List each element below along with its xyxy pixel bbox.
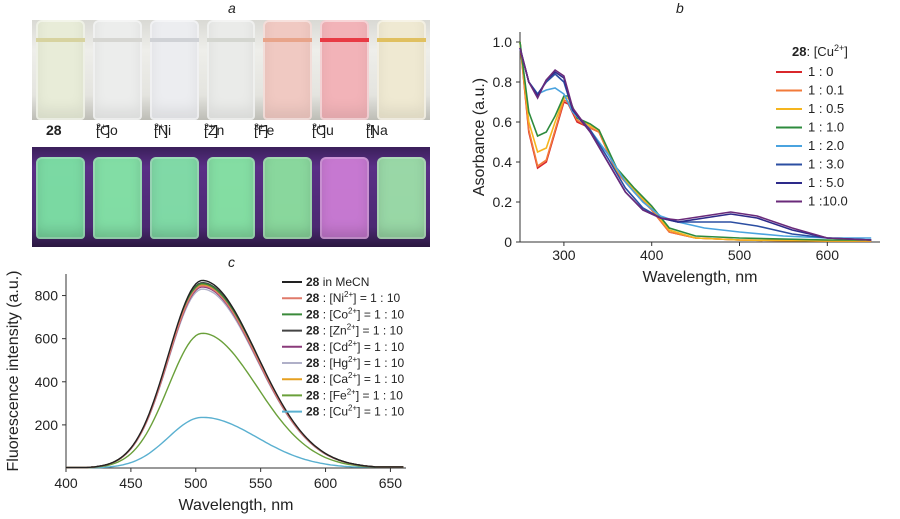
legend-label: 28 in MeCN bbox=[306, 275, 369, 289]
legend-label: 1 : 2.0 bbox=[808, 138, 844, 153]
vial-uv bbox=[263, 157, 313, 239]
vial-labels-row: 28 [Co 2+] [Ni 2+] [Zn 2+] [Fe 3+] [Cu 2+] [Na 2] bbox=[32, 122, 430, 142]
legend-label: 28 : [Ni2+] = 1 : 10 bbox=[306, 290, 401, 305]
x-axis-label: Wavelength, nm bbox=[642, 269, 757, 286]
x-tick-label: 650 bbox=[379, 475, 403, 491]
legend-label: 28 : [Ca2+] = 1 : 10 bbox=[306, 371, 405, 386]
vial-uv bbox=[206, 157, 256, 239]
x-tick-label: 400 bbox=[640, 247, 664, 263]
y-tick-label: 1.0 bbox=[493, 34, 513, 50]
x-tick-label: 450 bbox=[119, 475, 143, 491]
x-axis-label: Wavelength, nm bbox=[178, 497, 293, 514]
legend-title: 28: [Cu2+] bbox=[792, 43, 848, 59]
panel-c-letter: c bbox=[228, 254, 235, 270]
absorbance-chart: 300 400 500 600 0 0.2 0.4 0.6 0.8 1.0 Wavelength, … bbox=[471, 32, 880, 286]
vial-label: [Cu 2+] bbox=[312, 122, 334, 138]
meniscus-band bbox=[320, 38, 370, 42]
fluorescence-chart: 400 450 500 550 600 650 200 400 600 800 Wavelength… bbox=[5, 271, 406, 514]
y-tick-label: 0 bbox=[504, 234, 512, 250]
vial-label: [Fe 3+] bbox=[254, 122, 275, 138]
legend-label: 28 : [Cu2+] = 1 : 10 bbox=[306, 404, 405, 419]
vial-daylight bbox=[92, 20, 142, 120]
y-tick-label: 600 bbox=[35, 331, 59, 347]
y-axis-label: Asorbance (a.u.) bbox=[471, 78, 488, 196]
legend-label: 1 : 0 bbox=[808, 64, 833, 79]
y-tick-label: 0.2 bbox=[493, 194, 513, 210]
meniscus-band bbox=[263, 38, 313, 42]
panel-b-letter: b bbox=[676, 0, 684, 16]
vial-daylight bbox=[377, 20, 426, 120]
x-tick-label: 500 bbox=[184, 475, 208, 491]
y-axis-label: Fluorescence intensity (a.u.) bbox=[5, 271, 22, 472]
vial-uv bbox=[149, 157, 199, 239]
series-line bbox=[519, 41, 872, 241]
meniscus-band bbox=[149, 38, 199, 42]
x-tick-label: 500 bbox=[728, 247, 752, 263]
y-tick-label: 400 bbox=[35, 374, 59, 390]
y-tick-label: 200 bbox=[35, 417, 59, 433]
x-tick-label: 300 bbox=[552, 247, 576, 263]
meniscus-band bbox=[36, 38, 85, 42]
legend-label: 1 : 0.5 bbox=[808, 101, 844, 116]
series-line bbox=[519, 41, 872, 242]
vials-uv-photo bbox=[32, 147, 430, 247]
series-line bbox=[519, 47, 872, 239]
series-line bbox=[519, 47, 872, 241]
vial-label: [Ni 2+] bbox=[154, 122, 172, 138]
x-tick-label: 600 bbox=[816, 247, 840, 263]
vial-label: [Na 2] bbox=[366, 122, 388, 138]
series-line bbox=[519, 47, 872, 241]
vial-label: [Zn 2+] bbox=[204, 122, 225, 138]
legend-label: 28 : [Cd2+] = 1 : 10 bbox=[306, 339, 405, 354]
vial-label: 28 bbox=[46, 122, 62, 138]
series-line bbox=[66, 416, 404, 469]
vial-uv bbox=[377, 157, 426, 239]
series-line bbox=[66, 279, 404, 469]
meniscus-band bbox=[92, 38, 142, 42]
y-tick-label: 0.6 bbox=[493, 114, 513, 130]
vial-uv bbox=[36, 157, 85, 239]
legend-label: 1 : 3.0 bbox=[808, 157, 844, 172]
vial-daylight bbox=[320, 20, 370, 120]
legend-label: 28 : [Co2+] = 1 : 10 bbox=[306, 306, 405, 321]
vial-daylight bbox=[263, 20, 313, 120]
vial-daylight bbox=[206, 20, 256, 120]
legend-label: 1 : 5.0 bbox=[808, 175, 844, 190]
x-tick-label: 550 bbox=[249, 475, 273, 491]
vial-uv bbox=[92, 157, 142, 239]
vial-uv bbox=[320, 157, 370, 239]
meniscus-band bbox=[206, 38, 256, 42]
y-tick-label: 0.8 bbox=[493, 74, 513, 90]
legend-label: 1 : 0.1 bbox=[808, 83, 844, 98]
vial-label: [Co 2+] bbox=[96, 122, 118, 138]
legend-label: 28 : [Zn2+] = 1 : 10 bbox=[306, 323, 403, 338]
vial-daylight bbox=[149, 20, 199, 120]
legend-label: 1 : 1.0 bbox=[808, 120, 844, 135]
meniscus-band bbox=[377, 38, 426, 42]
legend-label: 1 :10.0 bbox=[808, 194, 848, 209]
x-tick-label: 400 bbox=[54, 475, 78, 491]
vials-daylight-photo bbox=[32, 20, 430, 120]
panel-a-letter: a bbox=[228, 0, 236, 16]
vial-daylight bbox=[36, 20, 85, 120]
y-tick-label: 0.4 bbox=[493, 154, 513, 170]
legend-label: 28 : [Fe2+] = 1 : 10 bbox=[306, 387, 403, 402]
legend-label: 28 : [Hg2+] = 1 : 10 bbox=[306, 355, 405, 370]
x-tick-label: 600 bbox=[314, 475, 338, 491]
y-tick-label: 800 bbox=[35, 288, 59, 304]
series-line bbox=[66, 332, 404, 469]
